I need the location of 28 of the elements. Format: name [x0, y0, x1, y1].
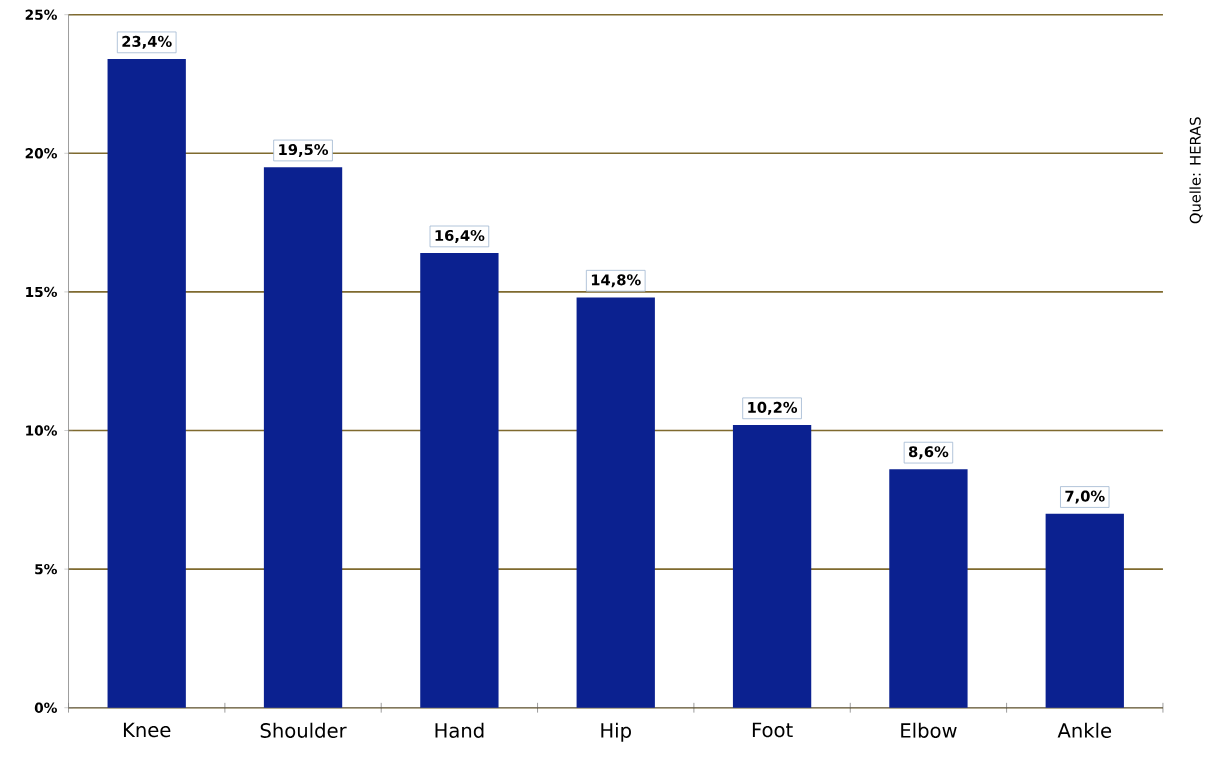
- bar: [1045, 513, 1124, 708]
- bar: [420, 253, 499, 708]
- x-tick-label: Hip: [601, 722, 631, 742]
- bar: [889, 469, 968, 708]
- x-tick-label: Elbow: [901, 722, 957, 739]
- x-tick-label: Hand: [435, 722, 484, 739]
- data-label: 23,4%: [122, 36, 172, 50]
- y-tick-label: 20%: [25, 148, 57, 159]
- y-tick-label: 10%: [26, 425, 57, 436]
- bar: [107, 59, 186, 708]
- data-label: 10,2%: [748, 401, 798, 415]
- data-label: 16,4%: [435, 230, 485, 244]
- y-tick-label: 5%: [35, 564, 57, 575]
- bar: [263, 167, 343, 708]
- x-tick-label: Shoulder: [260, 722, 347, 739]
- bar: [576, 297, 655, 708]
- y-tick-label: 15%: [26, 286, 57, 298]
- data-label: 19,5%: [279, 144, 329, 158]
- x-tick-label: Ankle: [1057, 722, 1112, 739]
- x-tick-label: Foot: [752, 722, 793, 738]
- data-label: 14,8%: [591, 274, 641, 288]
- data-label: 7,0%: [1065, 490, 1105, 504]
- y-tick-label: 25%: [25, 9, 57, 21]
- data-label: 8,6%: [908, 446, 949, 460]
- y-tick-label: 0%: [34, 702, 57, 714]
- x-tick-label: Knee: [123, 722, 171, 738]
- source-note: Quelle: HERAS: [1189, 117, 1203, 224]
- bar: [732, 425, 812, 708]
